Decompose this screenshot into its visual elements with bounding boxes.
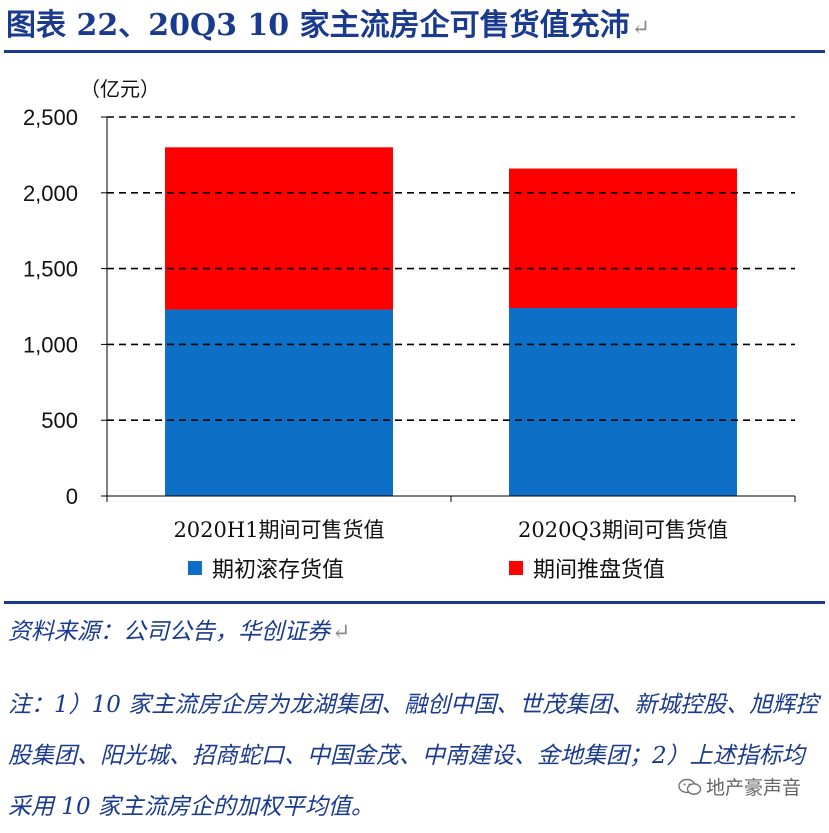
bar-2-series-1 bbox=[509, 308, 737, 496]
y-axis-unit: （亿元） bbox=[80, 77, 160, 101]
x-category-label: 2020H1期间可售货值 bbox=[173, 518, 384, 542]
gridlines bbox=[107, 116, 795, 422]
legend-item-series-1: 期初滚存货值 bbox=[188, 553, 344, 583]
source-divider bbox=[4, 601, 825, 604]
legend-swatch-red bbox=[509, 561, 523, 575]
y-tick-label: 1,000 bbox=[23, 332, 78, 357]
watermark: 地产豪声音 bbox=[678, 773, 801, 800]
y-tick-label: 2,500 bbox=[23, 105, 78, 130]
legend-label-series-1: 期初滚存货值 bbox=[212, 558, 345, 583]
wechat-icon bbox=[678, 778, 702, 795]
y-tick-labels: 0 500 1,000 1,500 2,000 2,500 bbox=[23, 105, 78, 509]
bars bbox=[165, 147, 737, 496]
footnote: 注：1）10 家主流房企房为龙湖集团、融创中国、世茂集团、新城控股、旭辉控股集团… bbox=[8, 692, 819, 820]
y-tick-label: 1,500 bbox=[23, 257, 78, 282]
return-mark-icon: ↵ bbox=[332, 620, 351, 645]
legend-label-series-2: 期间推盘货值 bbox=[533, 558, 666, 583]
figure-title: 图表 22、20Q3 10 家主流房企可售货值充沛↵ bbox=[6, 6, 823, 48]
x-category-labels: 2020H1期间可售货值 2020Q3期间可售货值 bbox=[173, 518, 728, 542]
bar-1-series-2 bbox=[165, 147, 393, 310]
y-tick-label: 2,000 bbox=[23, 181, 78, 206]
legend-swatch-blue bbox=[188, 561, 202, 575]
axes bbox=[101, 116, 796, 502]
bar-2-series-2 bbox=[509, 168, 737, 309]
return-mark-icon: ↵ bbox=[631, 16, 651, 41]
watermark-text: 地产豪声音 bbox=[705, 777, 801, 799]
y-tick-label: 500 bbox=[41, 408, 78, 433]
source-text: 资料来源：公司公告，华创证券 bbox=[8, 619, 330, 645]
legend-item-series-2: 期间推盘货值 bbox=[509, 553, 665, 583]
source-line: 资料来源：公司公告，华创证券↵ bbox=[8, 612, 350, 646]
y-tick-label: 0 bbox=[66, 484, 78, 509]
x-category-label: 2020Q3期间可售货值 bbox=[518, 518, 728, 542]
title-divider bbox=[4, 50, 825, 53]
bar-1-series-1 bbox=[165, 309, 393, 496]
figure-title-text: 图表 22、20Q3 10 家主流房企可售货值充沛 bbox=[6, 8, 630, 43]
